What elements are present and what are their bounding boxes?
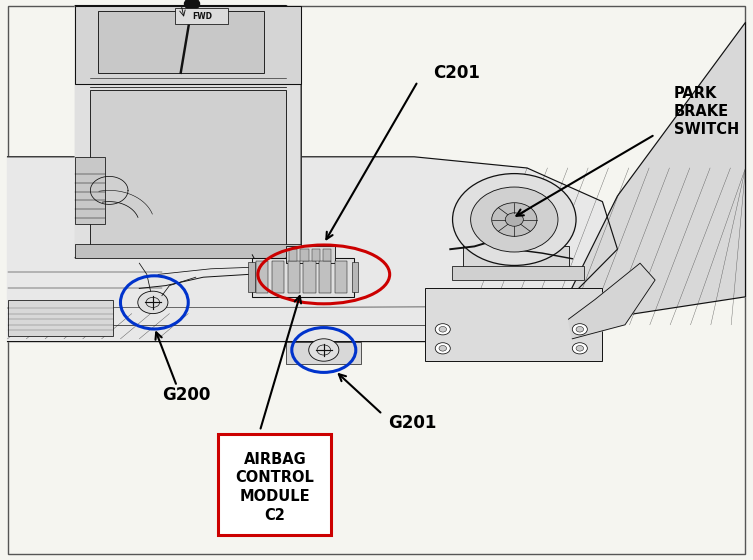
- Bar: [452, 266, 584, 280]
- Text: AIRBAG
CONTROL
MODULE
C2: AIRBAG CONTROL MODULE C2: [236, 452, 314, 522]
- Bar: [256, 261, 268, 293]
- Circle shape: [492, 203, 537, 236]
- Bar: [289, 249, 297, 261]
- Circle shape: [309, 339, 339, 361]
- Bar: [312, 249, 320, 261]
- Bar: [300, 249, 309, 261]
- Text: C201: C201: [433, 64, 480, 82]
- Polygon shape: [569, 263, 655, 339]
- Bar: [90, 90, 286, 246]
- Bar: [463, 246, 569, 269]
- Circle shape: [576, 346, 584, 351]
- Circle shape: [576, 326, 584, 332]
- Polygon shape: [8, 157, 617, 342]
- Circle shape: [572, 324, 587, 335]
- Circle shape: [138, 291, 168, 314]
- Circle shape: [439, 326, 447, 332]
- Bar: [218, 434, 331, 535]
- Circle shape: [572, 343, 587, 354]
- Bar: [286, 342, 361, 364]
- Text: PARK
BRAKE
SWITCH: PARK BRAKE SWITCH: [674, 86, 739, 138]
- Bar: [319, 261, 331, 293]
- Circle shape: [471, 187, 558, 252]
- Polygon shape: [75, 6, 301, 258]
- Bar: [248, 262, 255, 292]
- Polygon shape: [452, 22, 745, 342]
- Bar: [272, 261, 284, 293]
- Circle shape: [435, 343, 450, 354]
- Bar: [75, 157, 105, 224]
- Bar: [303, 261, 316, 293]
- Circle shape: [435, 324, 450, 335]
- Bar: [323, 249, 331, 261]
- Bar: [252, 258, 354, 297]
- Bar: [335, 261, 347, 293]
- Circle shape: [184, 0, 200, 10]
- Bar: [75, 244, 301, 258]
- Text: G201: G201: [388, 414, 436, 432]
- Bar: [98, 11, 264, 73]
- Bar: [8, 300, 113, 336]
- FancyBboxPatch shape: [175, 8, 228, 24]
- Circle shape: [453, 174, 576, 265]
- Text: FWD: FWD: [192, 12, 212, 21]
- Bar: [286, 246, 335, 263]
- Bar: [288, 261, 300, 293]
- Bar: [425, 288, 602, 361]
- Circle shape: [439, 346, 447, 351]
- Circle shape: [505, 213, 523, 226]
- Bar: [352, 262, 358, 292]
- Bar: [75, 6, 301, 84]
- Text: G200: G200: [162, 386, 210, 404]
